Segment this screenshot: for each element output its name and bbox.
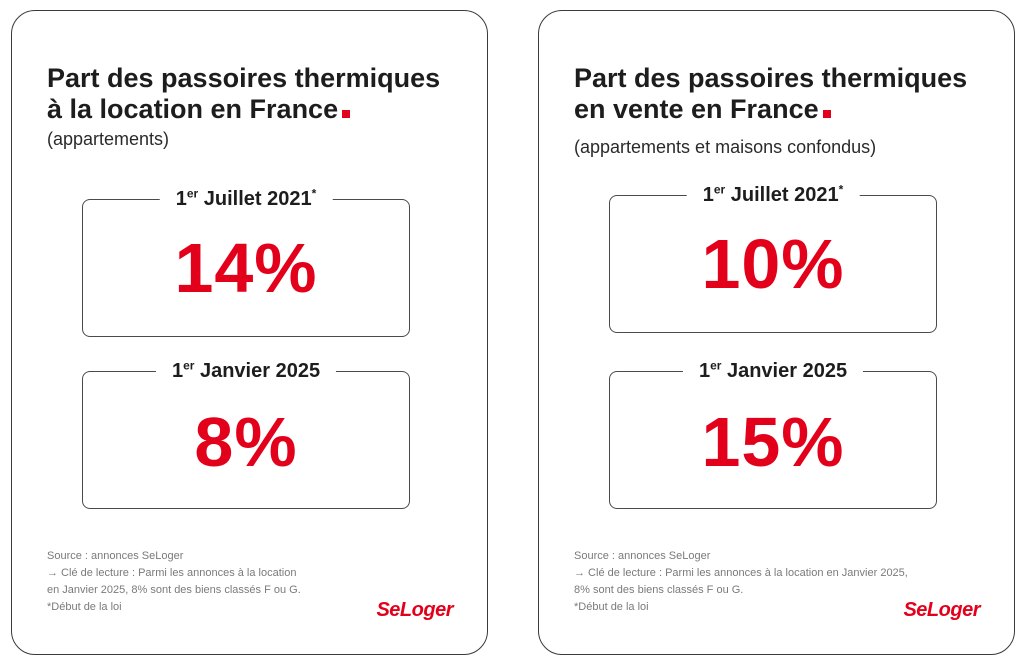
title-line-2: en vente en France bbox=[574, 94, 819, 124]
date-ordinal: er bbox=[713, 182, 726, 197]
seloger-logo: SeLoger bbox=[376, 599, 453, 621]
date-rest: Juillet 2021 bbox=[725, 184, 839, 206]
date-rest: Juillet 2021 bbox=[198, 188, 312, 210]
red-dot-icon bbox=[342, 110, 351, 118]
stat-value: 10% bbox=[701, 225, 845, 303]
date-ordinal: er bbox=[186, 186, 199, 201]
date-footnote-mark: * bbox=[838, 182, 844, 197]
stat-box-2021: 1er Juillet 2021* 14% bbox=[82, 187, 410, 337]
sale-card: Part des passoires thermiques en vente e… bbox=[538, 10, 1015, 655]
card-title: Part des passoires thermiques à la locat… bbox=[47, 63, 440, 125]
date-day: 1 bbox=[698, 360, 711, 382]
date-day: 1 bbox=[171, 360, 184, 382]
date-ordinal: er bbox=[183, 358, 195, 373]
stat-box-2021: 1er Juillet 2021* 10% bbox=[609, 183, 937, 333]
stat-value: 15% bbox=[701, 403, 845, 481]
reading-key-note: → Clé de lecture : Parmi les annonces à … bbox=[47, 567, 297, 579]
card-subtitle: (appartements) bbox=[47, 129, 170, 149]
law-start-note: *Début de la loi bbox=[574, 601, 649, 613]
stat-date-label: 1er Janvier 2025 bbox=[155, 358, 337, 383]
card-subtitle: (appartements et maisons confondus) bbox=[574, 137, 877, 157]
red-dot-icon bbox=[822, 110, 831, 118]
stat-date-label: 1er Janvier 2025 bbox=[682, 358, 864, 383]
date-day: 1 bbox=[175, 188, 187, 210]
stat-date-label: 1er Juillet 2021* bbox=[159, 186, 333, 211]
rental-card: Part des passoires thermiques à la locat… bbox=[11, 10, 488, 655]
footnotes: Source : annonces SeLoger → Clé de lectu… bbox=[47, 548, 301, 616]
date-rest: Janvier 2025 bbox=[194, 360, 321, 382]
reading-key-note-cont: 8% sont des biens classés F ou G. bbox=[574, 584, 744, 596]
reading-key-note-cont: en Janvier 2025, 8% sont des biens class… bbox=[47, 584, 301, 596]
source-note: Source : annonces SeLoger bbox=[47, 550, 184, 562]
date-rest: Janvier 2025 bbox=[721, 360, 848, 382]
seloger-logo: SeLoger bbox=[903, 599, 980, 621]
law-start-note: *Début de la loi bbox=[47, 601, 122, 613]
date-ordinal: er bbox=[710, 358, 722, 373]
reading-key-note: → Clé de lecture : Parmi les annonces à … bbox=[574, 567, 908, 579]
date-day: 1 bbox=[702, 184, 714, 206]
title-line-2: à la location en France bbox=[47, 94, 339, 124]
title-line-1: Part des passoires thermiques bbox=[47, 63, 441, 93]
stat-value: 14% bbox=[174, 229, 318, 307]
stat-box-2025: 1er Janvier 2025 15% bbox=[609, 359, 937, 509]
card-title: Part des passoires thermiques en vente e… bbox=[574, 63, 967, 125]
footnotes: Source : annonces SeLoger → Clé de lectu… bbox=[574, 548, 908, 616]
stat-date-label: 1er Juillet 2021* bbox=[686, 182, 860, 207]
stat-value: 8% bbox=[194, 403, 298, 481]
source-note: Source : annonces SeLoger bbox=[574, 550, 711, 562]
title-line-1: Part des passoires thermiques bbox=[574, 63, 968, 93]
date-footnote-mark: * bbox=[311, 186, 317, 201]
stat-box-2025: 1er Janvier 2025 8% bbox=[82, 359, 410, 509]
